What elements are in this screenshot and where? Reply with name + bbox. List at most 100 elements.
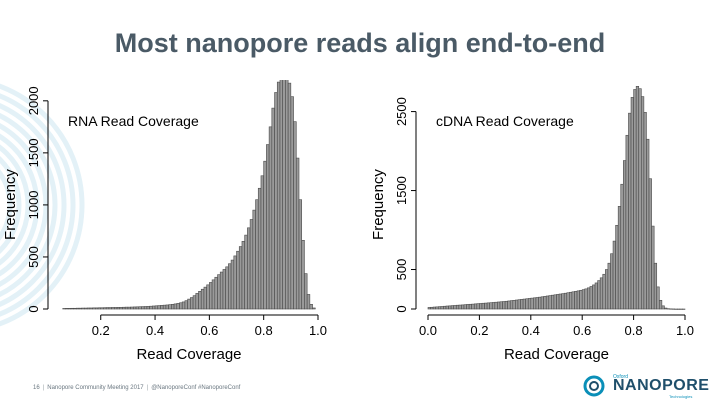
histogram-bar: [124, 306, 129, 310]
histogram-bar: [111, 307, 115, 310]
histogram-bar: [553, 294, 557, 310]
histogram-bar: [463, 304, 467, 310]
x-tick-label: 0.6: [200, 323, 218, 338]
histogram-bar: [304, 273, 308, 310]
histogram-bar: [181, 301, 186, 310]
histogram-bar: [548, 295, 552, 310]
histogram-bar: [628, 112, 632, 310]
histogram-bar: [569, 291, 573, 310]
histogram-bar: [135, 306, 140, 310]
histogram-bar: [592, 284, 596, 310]
histogram-bar: [97, 307, 102, 310]
y-tick-label: 2500: [394, 97, 409, 126]
histogram-bar: [543, 296, 547, 310]
histogram-bar: [509, 300, 514, 310]
y-tick-label: 0: [394, 305, 409, 312]
histogram-bar: [279, 80, 283, 310]
histogram-bar: [574, 291, 578, 310]
histogram-bar: [103, 307, 107, 310]
histogram-bar: [141, 306, 145, 310]
histogram-bar: [587, 287, 591, 310]
x-tick-label: 0.6: [573, 323, 591, 338]
histogram-bar: [497, 301, 501, 310]
histogram-bar: [499, 301, 503, 310]
histogram-bar: [561, 293, 565, 310]
histogram-bar: [545, 295, 550, 310]
histogram-bar: [271, 107, 275, 310]
histogram-bar: [515, 299, 519, 310]
histogram-bar: [70, 307, 74, 310]
histogram-bar: [427, 307, 431, 310]
histogram-bar: [198, 291, 202, 310]
histogram-bar: [143, 306, 148, 310]
y-axis-title: Frequency: [2, 169, 19, 240]
histogram-bar: [630, 97, 634, 310]
x-tick-label: 0.4: [522, 323, 540, 338]
y-tick-label: 1500: [26, 138, 41, 167]
histogram-bar: [458, 304, 462, 310]
histogram-bar: [661, 305, 665, 310]
histogram-bar: [589, 286, 593, 310]
histogram-bar: [615, 224, 619, 310]
histogram-bar: [162, 304, 167, 310]
histogram-bar: [620, 183, 624, 310]
histogram-bar: [432, 306, 437, 310]
x-tick-label: 0.2: [470, 323, 488, 338]
histogram-bar: [100, 307, 104, 310]
histogram-bar: [551, 294, 555, 310]
histogram-bar: [599, 277, 604, 310]
histogram-bar: [481, 302, 485, 310]
histogram-bar: [571, 291, 575, 310]
histogram-bar: [154, 305, 159, 310]
rna-coverage-histogram: 0.2 0.4 0.6 0.8 1.0 0 500 1000 1500 2000 Read Cove…: [2, 80, 327, 363]
logo-nanopore-text: NANOPORE: [613, 377, 710, 394]
histogram-bar: [437, 306, 442, 310]
histogram-bar: [209, 282, 213, 310]
histogram-bar: [658, 300, 663, 310]
histogram-bar: [504, 300, 508, 310]
histogram-bar: [479, 303, 483, 310]
histogram-bar: [233, 255, 237, 310]
histogram-bar: [206, 284, 210, 310]
histogram-bar: [62, 308, 66, 310]
x-tick-label: 0.2: [92, 323, 110, 338]
decoration-arc: [0, 112, 58, 298]
histogram-bar: [252, 209, 256, 310]
histogram-bar: [471, 303, 475, 310]
histogram-bar: [466, 304, 470, 310]
x-axis-title: Read Coverage: [504, 346, 609, 363]
histogram-bar: [525, 298, 529, 310]
x-tick-label: 0.4: [146, 323, 164, 338]
histogram-bar: [440, 306, 444, 310]
histogram-bar: [594, 282, 598, 310]
histogram-bar: [612, 240, 616, 310]
histogram-bar: [105, 307, 110, 310]
histogram-bar: [301, 240, 305, 310]
histogram-bar: [507, 300, 511, 310]
chart-title: cDNA Read Coverage: [436, 113, 574, 129]
histogram-bar: [625, 134, 629, 310]
histogram-bar: [119, 307, 123, 310]
histogram-bar: [268, 126, 273, 310]
histogram-bar: [579, 289, 583, 310]
histogram-bar: [448, 305, 452, 310]
histogram-bar: [306, 294, 311, 310]
histogram-bar: [605, 269, 609, 310]
decoration-arc: [0, 102, 67, 308]
histogram-bar: [238, 246, 243, 310]
histogram-bar: [461, 304, 465, 310]
chart-title: RNA Read Coverage: [68, 113, 199, 129]
histogram-bar: [563, 292, 568, 310]
histogram-bar: [486, 302, 490, 310]
histogram-bar: [455, 304, 460, 310]
histogram-bar: [517, 299, 521, 310]
histogram-bar: [176, 303, 180, 310]
histogram-bar: [92, 307, 96, 310]
x-tick-label: 1.0: [309, 323, 327, 338]
histogram-bar: [67, 308, 72, 310]
histogram-bar: [491, 302, 496, 310]
histogram-bar: [648, 178, 652, 310]
histogram-bar: [489, 302, 493, 310]
histogram-bar: [584, 288, 588, 310]
